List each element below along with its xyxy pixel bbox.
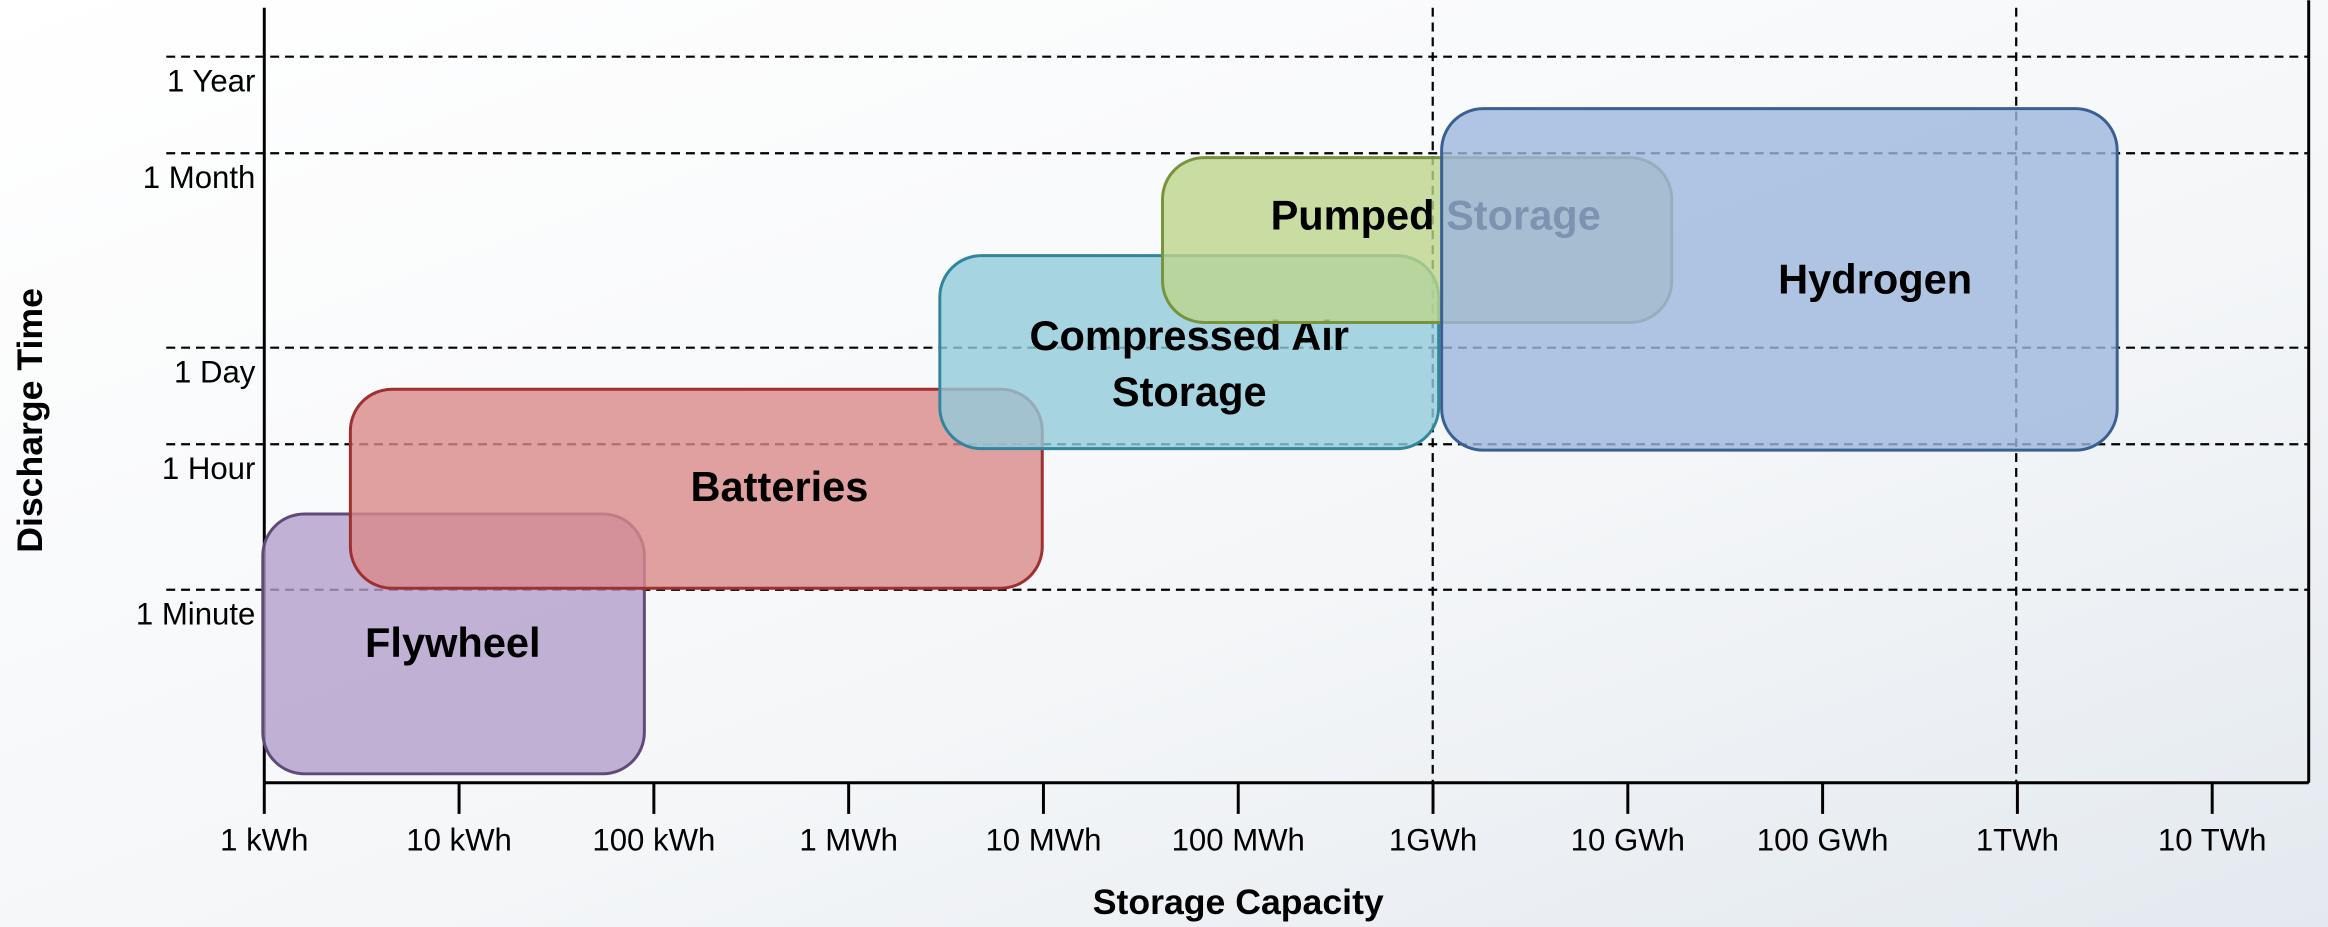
x-tick-label: 1 kWh <box>220 822 308 857</box>
x-tick-label: 10 GWh <box>1571 822 1685 857</box>
x-tick-label: 1TWh <box>1976 822 2059 857</box>
region-label: Flywheel <box>365 619 541 666</box>
region <box>1440 107 2119 452</box>
x-tick-label: 100 GWh <box>1757 822 1889 857</box>
x-tick-label: 100 MWh <box>1172 822 1305 857</box>
region-label: Storage <box>1112 368 1267 415</box>
region-label: Batteries <box>691 463 869 510</box>
y-tick-label: 1 Hour <box>162 451 256 486</box>
x-tick-label: 1GWh <box>1389 822 1477 857</box>
y-tick-label: 1 Month <box>143 160 256 195</box>
region-label: Hydrogen <box>1778 255 1972 302</box>
x-tick-label: 1 MWh <box>799 822 898 857</box>
x-tick-label: 10 kWh <box>406 822 512 857</box>
x-tick-label: 100 kWh <box>592 822 715 857</box>
y-tick-label: 1 Year <box>167 64 255 99</box>
x-axis-title: Storage Capacity <box>1093 882 1384 922</box>
x-tick-label: 10 TWh <box>2158 822 2267 857</box>
x-tick-label: 10 MWh <box>985 822 1101 857</box>
y-axis-title: Discharge Time <box>10 288 50 553</box>
region <box>348 387 1044 590</box>
y-tick-label: 1 Day <box>174 355 256 390</box>
y-tick-label: 1 Minute <box>136 597 256 632</box>
